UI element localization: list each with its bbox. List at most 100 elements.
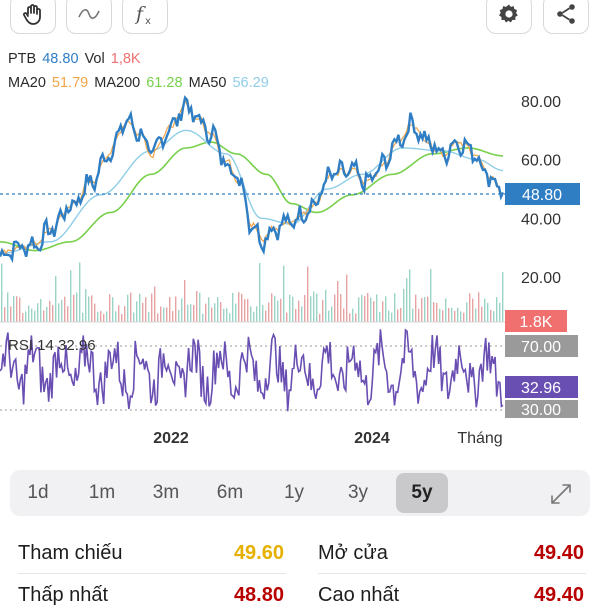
volume-bar [316,293,318,322]
range-1m-button[interactable]: 1m [88,482,116,503]
volume-bar [436,302,438,322]
volume-bar [382,301,384,322]
volume-bar [127,294,129,322]
volume-bar [466,302,468,322]
volume-bar [199,292,201,322]
volume-bar [148,311,150,322]
volume-bar [232,292,234,322]
volume-bar [400,307,402,322]
share-icon [557,4,575,24]
volume-bar [280,298,282,322]
share-button[interactable] [543,0,589,34]
volume-bar [61,299,63,322]
volume-bar [139,293,141,322]
volume-bar [169,297,171,322]
range-3y-button[interactable]: 3y [347,482,369,503]
volume-bar [187,304,189,322]
volume-bar [208,297,210,322]
volume-bar [97,311,99,322]
volume-bar [349,313,351,322]
volume-bar [223,308,225,322]
volume-bar [91,295,93,322]
volume-bar [478,292,480,322]
ma200-label: MA200 [94,75,141,91]
volume-bar [346,274,348,322]
high-price-label: Cao nhất [318,584,400,606]
volume-bar [76,292,78,322]
range-1y-button[interactable]: 1y [283,482,305,503]
volume-bar [229,313,231,322]
volume-bar [181,298,183,322]
volume-bar [295,309,297,322]
range-1d-button[interactable]: 1d [27,482,49,503]
high-price-value: 49.40 [533,584,584,606]
volume-bar [448,308,450,322]
volume-bar [253,311,255,322]
volume-bar [145,297,147,322]
volume-bar [31,308,33,322]
price-tick-label: 20.00 [521,270,561,287]
volume-bar [469,293,471,322]
range-5y-button[interactable]: 5y [396,473,448,513]
current-price-badge-label: 48.80 [522,187,562,204]
ma200-series [0,141,504,252]
volume-bar [487,302,489,322]
volume-bar [58,303,60,322]
function-button[interactable]: f x [122,0,168,34]
volume-bar [490,309,492,322]
volume-bar [118,305,120,322]
price-series [0,95,505,264]
volume-bar [13,296,15,322]
volume-bar [352,308,354,322]
hand-tool-button[interactable] [10,0,56,34]
volume-bar [406,278,408,322]
volume-bar [226,308,228,322]
volume-bar [256,306,258,322]
volume-bar [433,302,435,322]
volume-bar [49,300,51,322]
volume-bar [196,290,198,322]
ma20-value: 51.79 [51,75,89,91]
volume-bar [211,307,213,322]
volume-bar [19,297,21,322]
volume-bar [4,307,6,322]
volume-bar [409,269,411,322]
volume-bar [172,311,174,322]
range-3m-button[interactable]: 3m [152,482,180,503]
ma50-series [0,129,504,255]
rsi-title: RSI 14 32.96 [8,337,96,354]
ma-legend: MA20 51.79 MA200 61.28 MA50 56.29 [8,75,271,91]
volume-bar [106,311,108,322]
volume-bar [454,310,456,322]
fullscreen-button[interactable] [548,481,574,507]
settings-button[interactable] [486,0,532,34]
volume-bar [283,265,285,322]
volume-bar [124,306,126,322]
volume-bar [337,280,339,322]
stock-chart[interactable]: 80.00 60.00 40.00 20.00 48.80 1.8K 70.00 32… [0,0,600,460]
volume-bar [247,299,249,322]
volume-bar [259,263,261,322]
volume-bar [184,279,186,322]
stats-divider-right [318,573,586,574]
volume-bar [460,311,462,322]
indicator-button[interactable] [66,0,112,34]
range-6m-button[interactable]: 6m [216,482,244,503]
volume-bar [193,304,195,322]
rsi-current-badge-label: 32.96 [521,380,561,397]
volume-bar [202,313,204,322]
volume-bar [205,303,207,322]
volume-bar [310,296,312,322]
volume-bar [85,289,87,322]
rsi-70-badge [505,335,578,357]
volume-bar [493,311,495,322]
vol-label: Vol [84,51,105,67]
ma50-value: 56.29 [232,75,269,91]
volume-bar [472,298,474,322]
volume-bar [274,295,276,322]
volume-bar [100,311,102,322]
volume-bar [481,306,483,322]
volume-bar [370,297,372,322]
volume-bar [451,307,453,322]
volume-bar [340,294,342,322]
